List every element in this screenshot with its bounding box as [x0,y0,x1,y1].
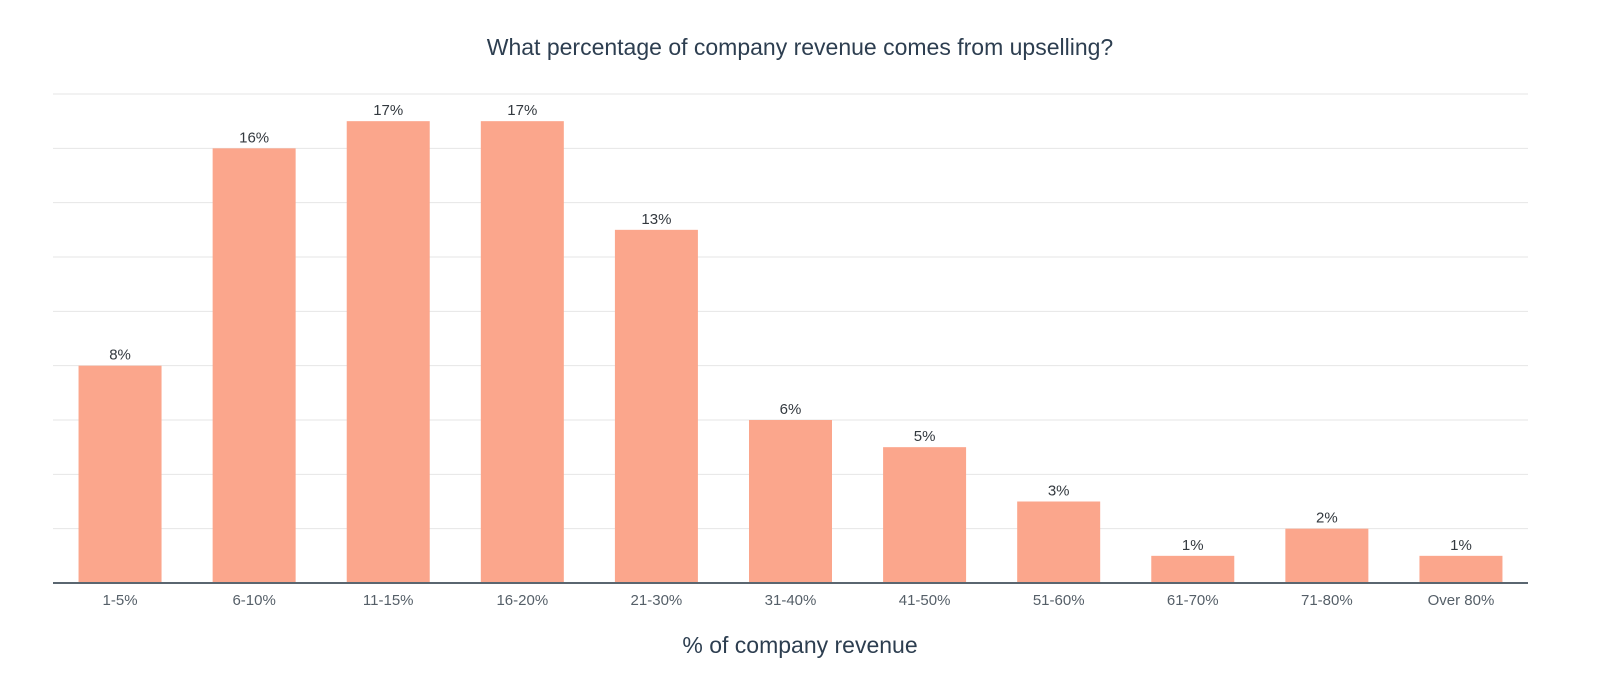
data-label: 1% [1450,537,1472,554]
data-label: 16% [239,129,269,146]
chart-title: What percentage of company revenue comes… [486,34,1114,60]
x-tick-label: 16-20% [496,592,548,609]
data-label: 17% [373,102,403,119]
bar [346,121,430,584]
x-tick-label: 6-10% [232,592,275,609]
x-tick-label: 41-50% [899,592,951,609]
data-label: 6% [780,401,802,418]
data-label: 1% [1182,537,1204,554]
x-tick-label: 1-5% [103,592,138,609]
data-label: 5% [914,428,936,445]
bar [1419,555,1503,583]
x-tick-label: Over 80% [1428,592,1495,609]
bar [78,365,162,583]
x-tick-label: 51-60% [1033,592,1085,609]
x-tick-label: 71-80% [1301,592,1353,609]
bar [1285,528,1369,583]
data-label: 3% [1048,483,1070,500]
data-label: 17% [507,102,537,119]
x-tick-label: 61-70% [1167,592,1219,609]
bar [883,447,967,583]
bar [749,420,832,583]
x-axis-label: % of company revenue [682,632,918,658]
bar [1151,555,1235,583]
x-tick-label: 21-30% [631,592,683,609]
data-label: 8% [109,347,131,364]
bar [1017,501,1101,583]
x-tick-label: 11-15% [363,592,414,609]
bar [212,148,296,584]
data-label: 2% [1316,510,1338,527]
data-label: 13% [641,211,671,228]
bar [480,121,564,584]
bar [614,229,698,584]
x-tick-label: 31-40% [765,592,817,609]
